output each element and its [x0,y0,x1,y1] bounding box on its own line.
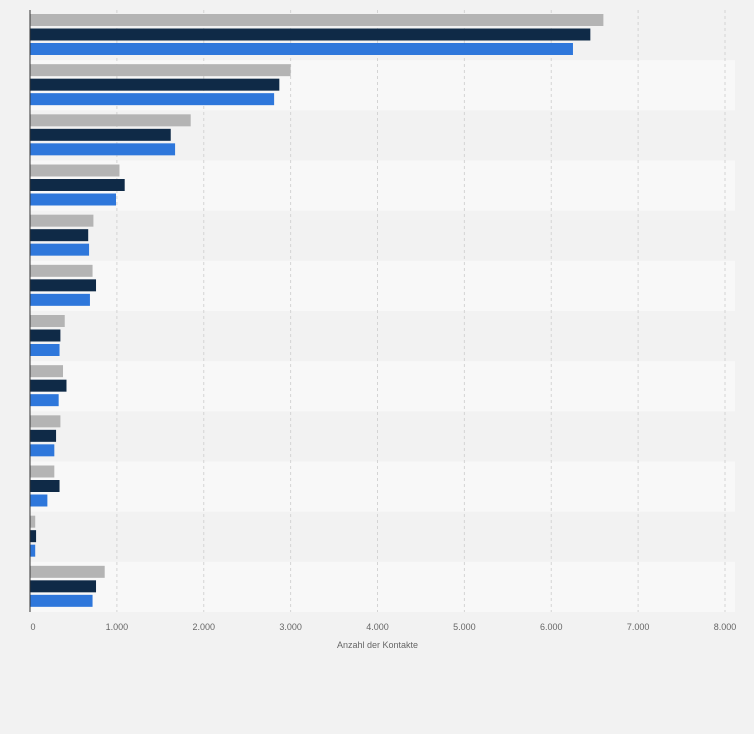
x-axis-ticks: 0 1.000 2.000 3.000 4.000 5.000 6.000 7.000 8.00… [30,622,736,632]
bar [30,329,61,342]
x-tick-label: 1.000 [106,622,129,632]
bar [30,264,93,277]
bar [30,515,36,528]
row-band [30,210,735,261]
bar [30,164,120,177]
row-bands [30,10,735,612]
bar [30,544,36,557]
bar [30,78,280,91]
x-tick-label: 5.000 [453,622,476,632]
bar [30,229,89,242]
bar [30,193,117,206]
bar [30,530,37,543]
bar [30,480,60,492]
bars [30,14,604,607]
row-band [30,311,735,362]
bar [30,394,59,407]
bar [30,415,61,428]
bar [30,429,57,442]
row-band [30,461,735,512]
row-band [30,511,735,562]
bar [30,565,105,578]
bar [30,494,48,507]
bar [30,594,93,607]
row-band [30,260,735,311]
x-tick-label: 2.000 [192,622,215,632]
x-axis-label: Anzahl der Kontakte [337,640,418,650]
bar [30,293,90,306]
row-band [30,361,735,412]
bar [30,93,275,106]
bar [30,315,65,327]
bar [30,143,176,156]
bar [30,243,90,256]
bar [30,179,125,191]
bar [30,214,94,227]
bar [30,64,291,77]
row-band [30,160,735,211]
x-tick-label: 8.000 [714,622,737,632]
bar [30,43,573,55]
x-tick-label: 3.000 [279,622,302,632]
bar [30,444,55,457]
bar [30,344,60,356]
row-band [30,411,735,462]
bar [30,465,55,478]
bar [30,114,191,127]
x-tick-label: 4.000 [366,622,389,632]
x-tick-label: 6.000 [540,622,563,632]
x-tick-label: 7.000 [627,622,650,632]
bar [30,128,171,141]
gridlines [116,10,726,612]
bar [30,279,97,292]
x-tick-label: 0 [30,622,35,632]
bar [30,379,67,392]
bar [30,28,591,41]
bar [30,14,604,26]
row-band [30,561,735,612]
bar [30,580,97,593]
bar [30,365,64,378]
